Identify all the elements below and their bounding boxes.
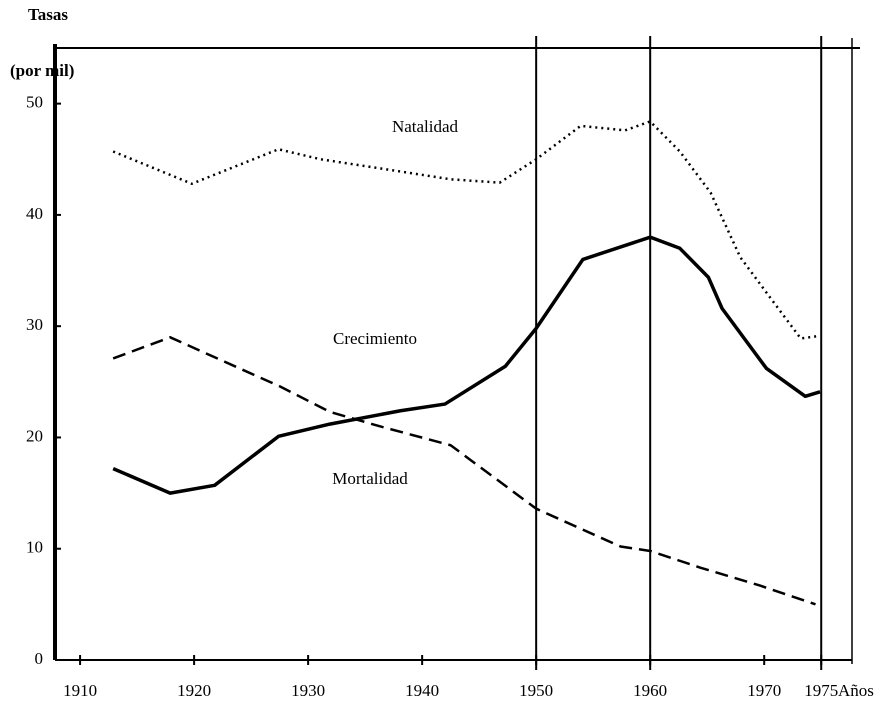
y-tick-label: 10	[26, 538, 43, 557]
x-tick-label: 1975	[804, 681, 838, 700]
series-label: Natalidad	[392, 117, 459, 136]
x-tick-label: 1940	[405, 681, 439, 700]
y-tick-label: 50	[26, 93, 43, 112]
x-axis-label: Años	[838, 681, 874, 700]
series-label: Crecimiento	[333, 329, 417, 348]
x-tick-label: 1910	[63, 681, 97, 700]
y-tick-label: 30	[26, 315, 43, 334]
data-line	[112, 120, 818, 340]
y-tick-label: 40	[26, 204, 43, 223]
x-tick-label: 1960	[633, 681, 667, 700]
y-axis-unit: (por mil)	[10, 61, 74, 80]
x-tick-label: 1970	[747, 681, 781, 700]
series-label: Mortalidad	[332, 469, 408, 488]
y-axis-label: Tasas	[28, 5, 68, 24]
y-tick-label: 0	[35, 649, 44, 668]
data-line	[112, 235, 821, 495]
x-tick-label: 1930	[291, 681, 325, 700]
x-tick-label: 1920	[177, 681, 211, 700]
y-tick-label: 20	[26, 426, 43, 445]
data-line	[112, 336, 816, 606]
x-tick-label: 1950	[519, 681, 553, 700]
